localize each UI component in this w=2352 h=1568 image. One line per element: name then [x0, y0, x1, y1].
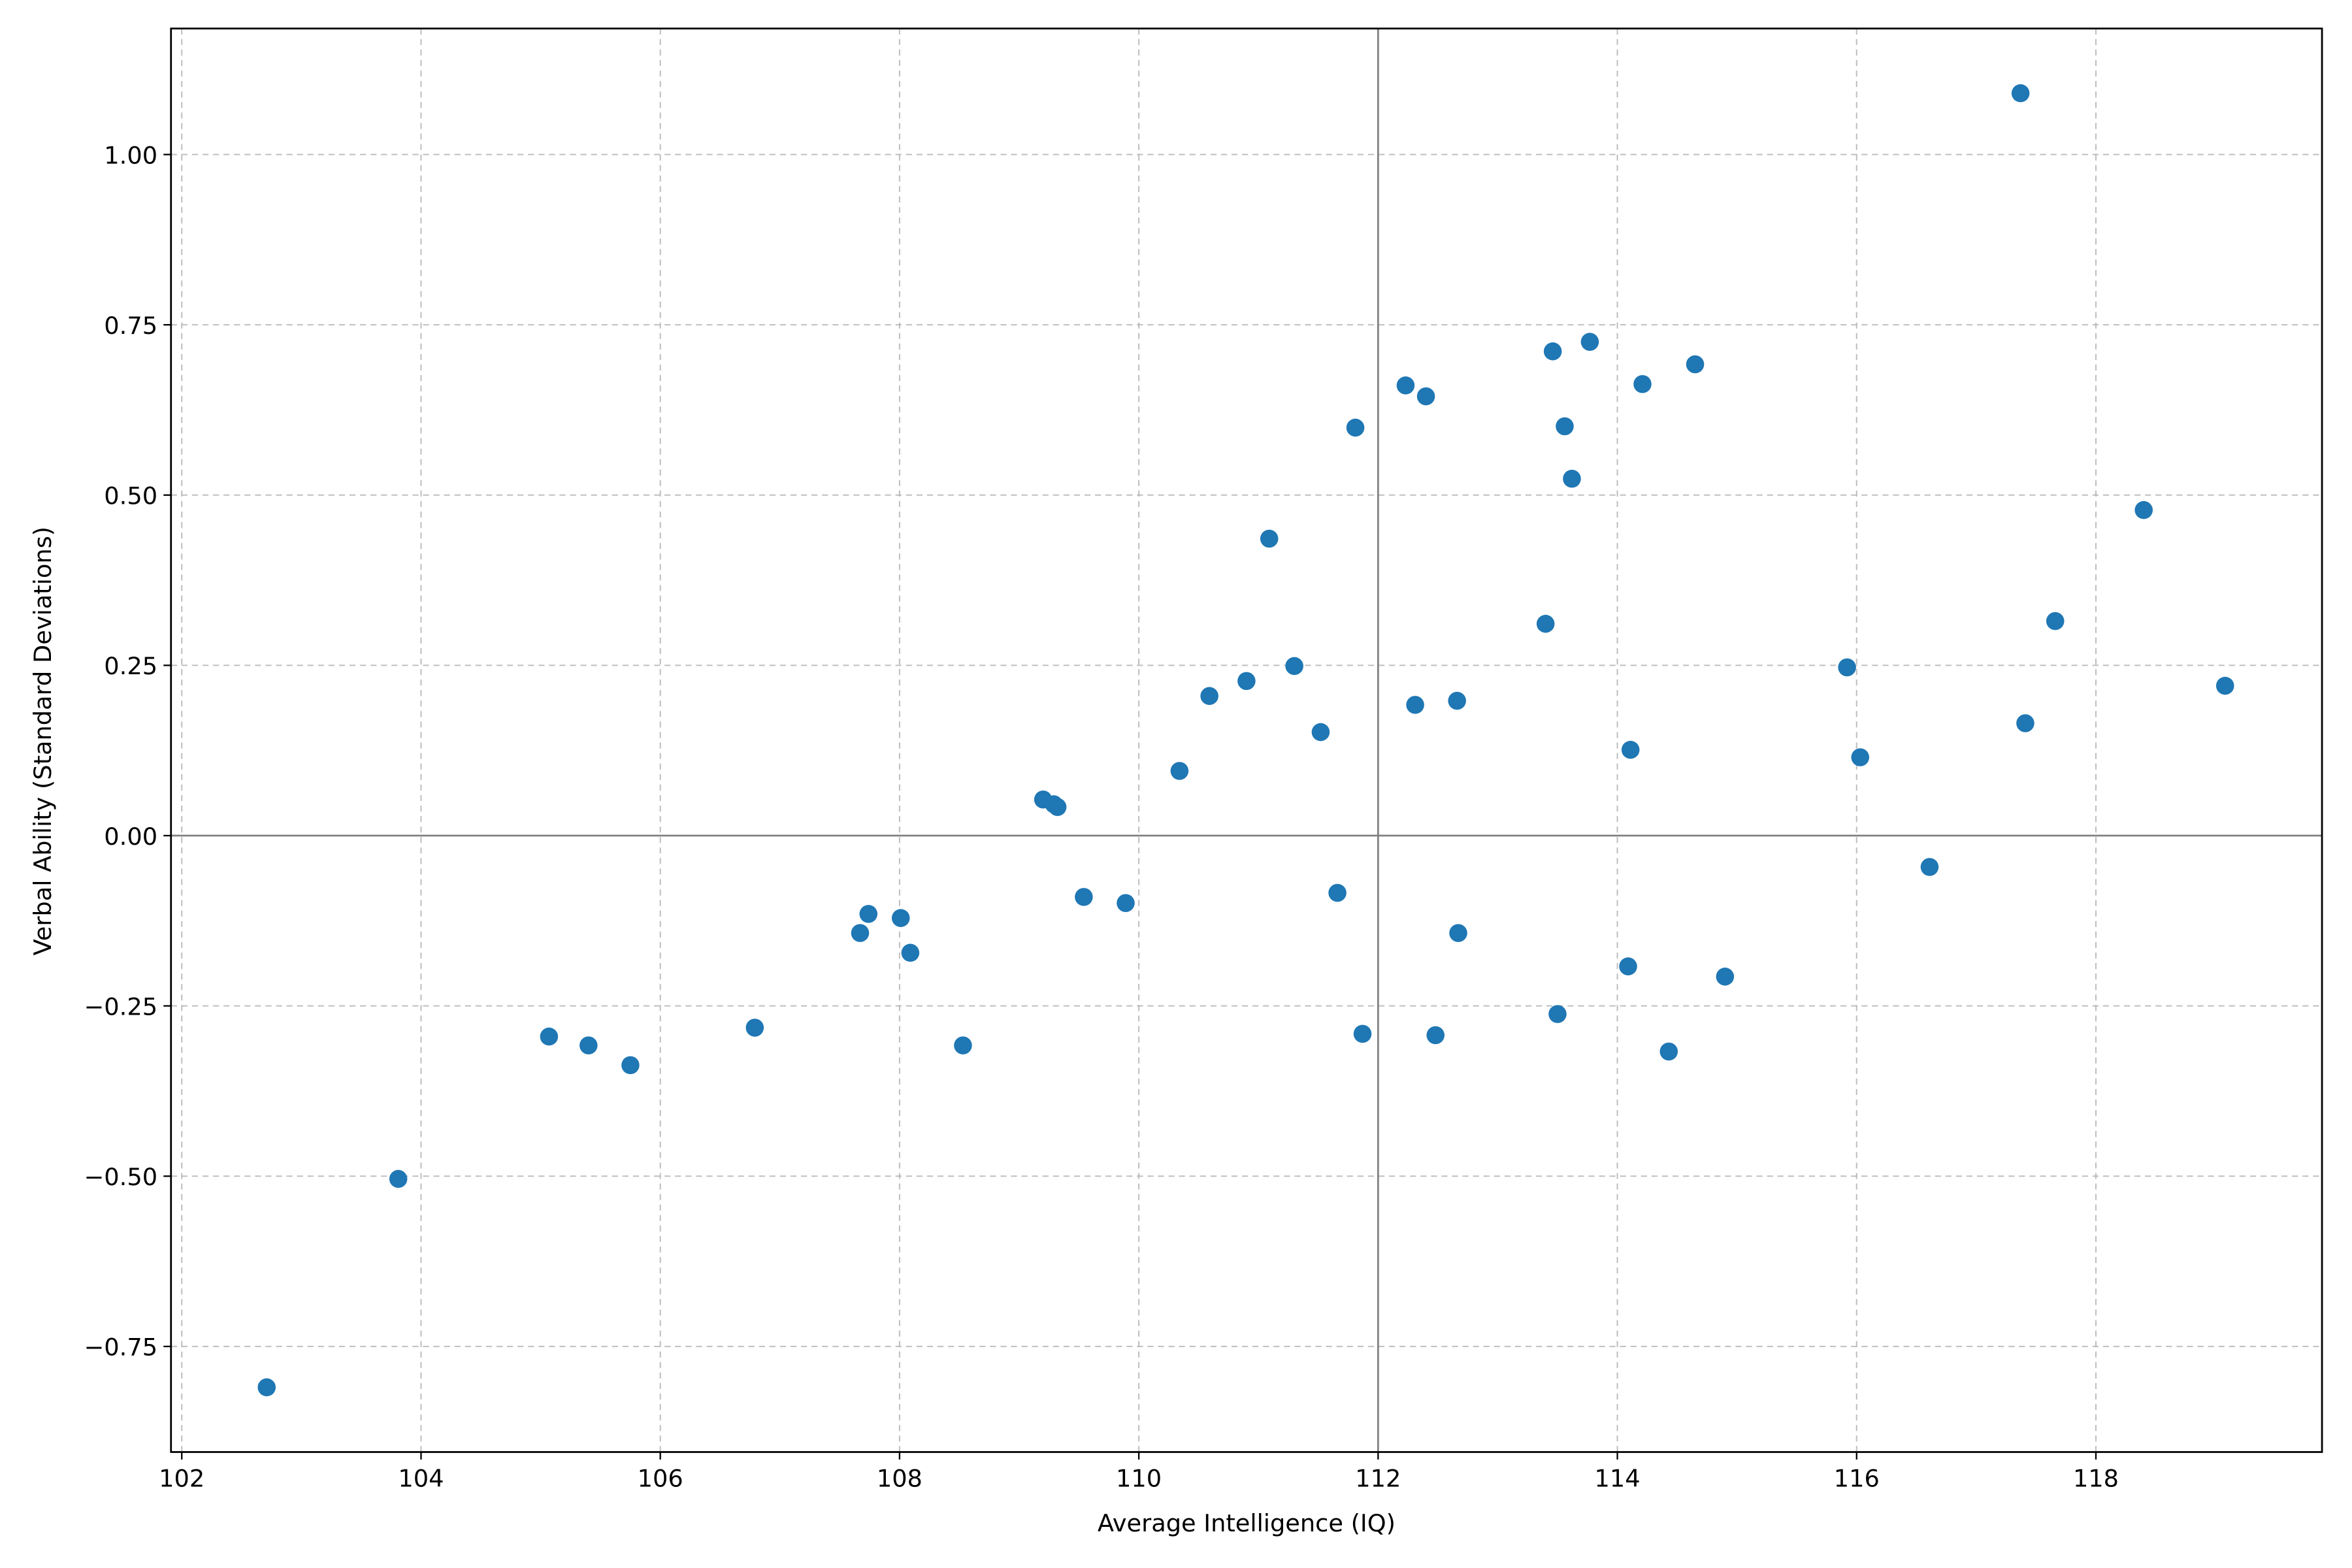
point — [1048, 798, 1067, 817]
point — [2016, 714, 2034, 732]
point — [1117, 894, 1135, 913]
y-tick-label: −0.75 — [84, 1333, 158, 1362]
point — [1556, 417, 1574, 436]
x-tick-label: 114 — [1595, 1464, 1641, 1492]
y-tick-label: 0.75 — [104, 312, 157, 340]
y-tick-label: −0.25 — [84, 992, 158, 1021]
y-axis-label: Verbal Ability (Standard Deviations) — [29, 527, 57, 956]
point — [1285, 657, 1303, 676]
x-tick-label: 118 — [2073, 1464, 2119, 1492]
point — [745, 1019, 764, 1037]
point — [1633, 375, 1652, 393]
point — [257, 1378, 276, 1397]
y-tick-label: 0.25 — [104, 652, 157, 680]
plot-frame — [170, 27, 2323, 1453]
point — [2134, 500, 2153, 519]
point — [891, 909, 910, 927]
x-tick-label: 110 — [1116, 1464, 1162, 1492]
x-tick-label: 112 — [1355, 1464, 1401, 1492]
point — [1237, 672, 1256, 691]
point — [1396, 376, 1415, 395]
point — [1838, 658, 1856, 677]
point — [1619, 957, 1637, 975]
point — [1406, 696, 1424, 714]
point — [1563, 469, 1581, 488]
point — [1353, 1024, 1372, 1043]
x-axis-label: Average Intelligence (IQ) — [1098, 1509, 1396, 1537]
point — [540, 1027, 559, 1046]
point — [1686, 355, 1705, 374]
point — [1416, 387, 1435, 406]
y-tick-label: −0.50 — [84, 1163, 158, 1191]
point — [2011, 84, 2030, 103]
point — [1426, 1026, 1445, 1045]
point — [580, 1036, 598, 1054]
x-tick-label: 116 — [1834, 1464, 1880, 1492]
point — [1328, 883, 1347, 902]
point — [1851, 748, 1870, 766]
x-tick-label: 102 — [159, 1464, 204, 1492]
point — [1200, 687, 1218, 706]
point — [1659, 1042, 1678, 1061]
y-tick-label: 0.50 — [104, 482, 157, 510]
point — [1543, 342, 1562, 361]
point — [1449, 924, 1467, 942]
x-tick-label: 108 — [877, 1464, 923, 1492]
point — [901, 943, 920, 962]
y-tick-label: 0.00 — [104, 823, 157, 851]
point — [1311, 723, 1330, 742]
point — [2215, 676, 2234, 695]
point — [1548, 1005, 1567, 1023]
point — [1621, 740, 1640, 759]
point — [1920, 858, 1939, 876]
point — [1448, 691, 1466, 710]
point — [2046, 612, 2065, 630]
point — [389, 1169, 408, 1188]
point — [621, 1056, 640, 1075]
point — [954, 1036, 972, 1054]
point — [1580, 333, 1599, 351]
point — [1536, 615, 1555, 633]
point — [1075, 888, 1093, 906]
point — [1170, 762, 1189, 780]
point — [1346, 418, 1365, 437]
point — [1260, 529, 1279, 548]
point — [859, 905, 878, 923]
y-tick-label: 1.00 — [104, 141, 157, 169]
x-tick-label: 104 — [398, 1464, 444, 1492]
x-tick-label: 106 — [638, 1464, 683, 1492]
point — [851, 924, 870, 942]
point — [1716, 968, 1735, 986]
